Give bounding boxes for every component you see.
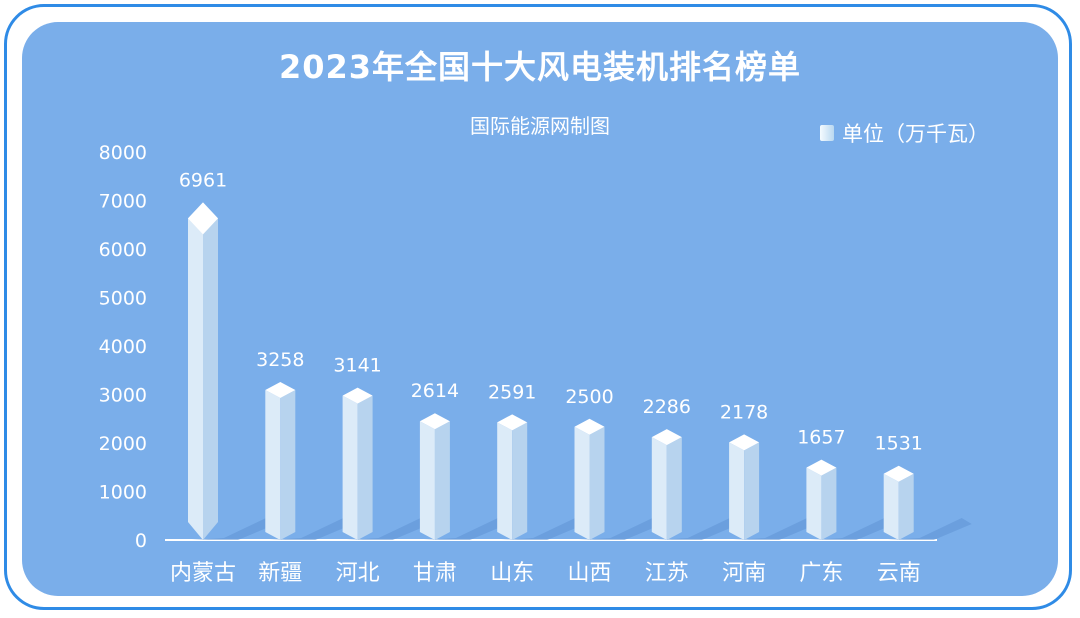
bar-top: [574, 418, 605, 435]
x-tick-label: 内蒙古: [170, 561, 236, 586]
x-tick-label: 江苏: [645, 561, 689, 586]
data-label: 1657: [797, 427, 845, 449]
y-tick-label: 4000: [99, 336, 147, 358]
chart-title: 2023年全国十大风电装机排名榜单: [278, 48, 802, 86]
bar: [265, 389, 281, 540]
bar-shadow: [501, 518, 586, 540]
x-tick-label: 新疆: [258, 561, 302, 586]
bar-shadow: [655, 518, 740, 540]
legend-label: 单位（万千瓦）: [842, 122, 989, 146]
bar-side: [434, 421, 450, 540]
x-tick-label: 河南: [722, 561, 766, 586]
bar: [729, 442, 745, 540]
y-tick-label: 6000: [99, 239, 147, 261]
x-tick-label: 河北: [336, 561, 380, 586]
data-label: 3258: [256, 349, 304, 371]
bar-side: [512, 422, 528, 540]
bar: [342, 395, 358, 540]
bar-side: [821, 467, 837, 540]
y-tick-label: 0: [135, 530, 147, 552]
bar: [497, 422, 513, 540]
data-label: 6961: [179, 169, 227, 191]
bar-shadow: [578, 518, 663, 540]
bar-top: [651, 429, 682, 446]
legend-swatch: [820, 125, 834, 141]
y-tick-label: 5000: [99, 288, 147, 310]
data-label: 1531: [875, 433, 923, 455]
bar: [574, 426, 590, 540]
bar: [651, 437, 667, 540]
bar-side: [357, 395, 373, 540]
data-label: 2286: [643, 396, 691, 418]
bar-side: [744, 442, 760, 540]
bar-shadow: [346, 518, 431, 540]
y-tick-label: 8000: [99, 142, 147, 164]
data-label: 2614: [411, 380, 459, 402]
x-tick-label: 山西: [567, 561, 611, 586]
bar-shadow: [810, 518, 895, 540]
bar: [883, 473, 899, 540]
y-tick-label: 7000: [99, 191, 147, 213]
data-label: 3141: [333, 355, 381, 377]
x-tick-label: 广东: [799, 561, 843, 586]
bar-top: [883, 465, 914, 482]
bar: [419, 421, 435, 540]
bar-top: [419, 413, 450, 430]
chart-legend: 单位（万千瓦）: [820, 118, 989, 148]
bar: [188, 202, 203, 541]
y-tick-label: 1000: [99, 482, 147, 504]
bar-shadow: [269, 518, 354, 540]
x-tick-label: 云南: [877, 561, 921, 586]
data-label: 2178: [720, 401, 768, 423]
bar-shadow: [192, 518, 276, 540]
bar-side: [280, 389, 296, 540]
bar-top: [188, 202, 218, 235]
bar-shadow: [887, 518, 972, 540]
x-tick-label: 山东: [490, 561, 534, 586]
x-tick-label: 甘肃: [413, 561, 457, 586]
y-tick-label: 3000: [99, 385, 147, 407]
data-label: 2591: [488, 381, 536, 403]
bar-shadow: [423, 518, 508, 540]
bar-top: [729, 434, 760, 451]
bar-side: [898, 473, 914, 540]
bar-top: [806, 459, 837, 476]
bar-side: [666, 437, 682, 540]
chart-subtitle: 国际能源网制图: [470, 114, 610, 138]
data-label: 2500: [565, 386, 613, 408]
bar-top: [497, 414, 528, 431]
bar-side: [203, 202, 218, 541]
bar-side: [589, 426, 605, 540]
bar-shadow: [733, 518, 818, 540]
y-tick-label: 2000: [99, 433, 147, 455]
bar: [806, 467, 822, 540]
bar-top: [265, 381, 296, 398]
bar-top: [342, 387, 373, 404]
